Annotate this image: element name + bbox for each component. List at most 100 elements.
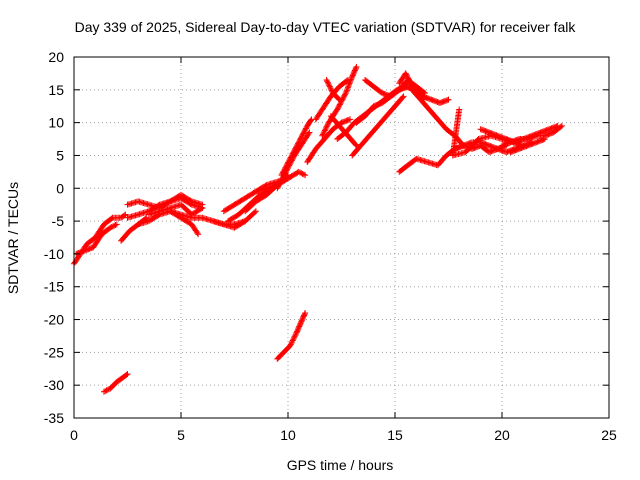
data-point [292,145,299,152]
data-point [298,134,305,141]
data-point [296,169,303,176]
data-point [102,388,109,395]
data-series [319,63,360,139]
data-point [337,100,344,107]
x-tick-label: 25 [601,427,617,443]
data-point [301,311,308,318]
data-point [324,122,331,129]
data-point [520,142,527,149]
data-point [300,129,307,136]
data-point [293,144,300,151]
data-point [345,83,352,90]
data-point [344,84,351,91]
data-point [302,126,309,133]
data-point [100,388,107,395]
data-point [276,180,283,187]
data-point [399,94,406,101]
data-point [334,106,341,113]
data-point [334,105,341,112]
data-point [324,79,331,86]
axis-ticks: 0 5 10 15 20 25 -35 -30 -25 -20 -15 -10 -5 0 5 10 15 20 [44,49,617,443]
data-point [306,129,313,136]
x-axis-label: GPS time / hours [287,457,394,473]
x-tick-label: 5 [177,427,185,443]
data-point [297,135,304,142]
y-tick-label: -35 [44,410,64,426]
data-point [325,120,332,127]
data-point [346,80,353,87]
data-point [187,197,194,204]
data-point [319,132,326,139]
y-tick-label: 5 [56,147,64,163]
data-point [112,222,119,229]
data-series [274,309,309,362]
data-point [279,169,286,176]
data-point [298,170,305,177]
data-point [282,164,289,171]
y-tick-label: 20 [48,49,64,65]
data-point [290,336,297,343]
data-point [323,124,330,131]
data-point [274,184,281,191]
data-point [400,93,407,100]
data-point [302,125,309,132]
data-point [341,92,348,99]
data-point [407,80,414,87]
plot-frame [73,56,610,419]
data-point [343,88,350,95]
data-point [352,65,359,72]
data-point [287,341,294,348]
data-point [280,168,287,175]
data-point [285,159,292,166]
data-point [278,177,285,184]
data-point [302,172,309,179]
data-point [194,229,201,236]
data-series [449,106,527,159]
data-point [326,83,333,90]
data-point [279,170,286,177]
data-point [278,172,285,179]
data-point [445,96,452,103]
chart-title: Day 339 of 2025, Sidereal Day-to-day VTE… [75,19,577,35]
data-point [340,93,347,100]
data-point [328,87,335,94]
data-point [319,131,326,138]
data-series [323,76,343,103]
data-point [342,90,349,97]
data-point [335,103,342,110]
data-point [299,131,306,138]
y-tick-label: -5 [52,213,65,229]
data-point [405,76,412,83]
data-point [251,209,258,216]
data-point [296,138,303,145]
data-point [324,78,331,85]
data-point [277,178,284,185]
data-point [291,146,298,153]
data-point [321,128,328,135]
data-point [353,63,360,70]
data-point [287,342,294,349]
data-point [104,386,111,393]
data-point [322,126,329,133]
data-point [352,141,359,148]
data-series [396,70,452,106]
data-point [195,231,202,238]
data-point [198,205,205,212]
data-point [289,151,296,158]
data-point [111,222,118,229]
data-point [124,371,131,378]
data-point [121,212,128,219]
data-point [323,123,330,130]
data-point [557,123,564,130]
x-tick-label: 20 [494,427,510,443]
data-point [404,72,411,79]
data-point [291,148,298,155]
data-point [347,79,354,86]
data-point [323,76,330,83]
data-point [292,332,299,339]
y-axis-label: SDTVAR / TECUs [5,182,21,294]
data-point [295,140,302,147]
data-point [287,155,294,162]
data-point [336,96,343,103]
data-point [289,337,296,344]
